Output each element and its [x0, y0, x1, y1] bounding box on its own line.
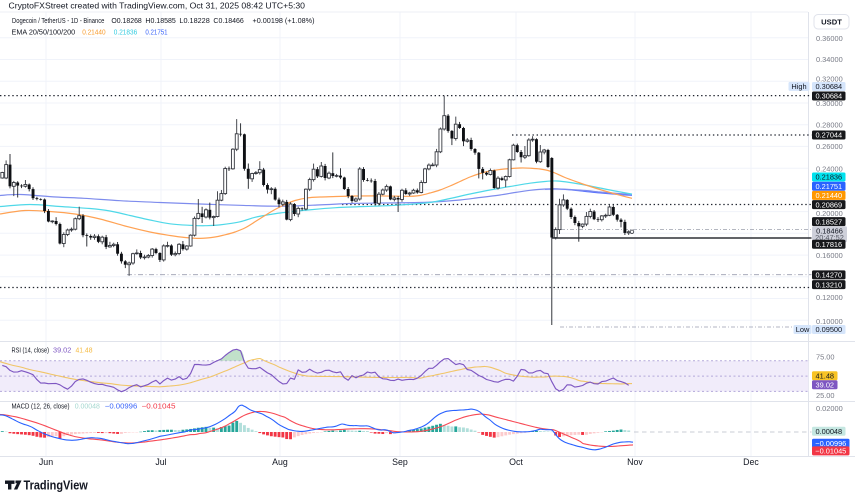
svg-text:0.28000: 0.28000	[816, 120, 843, 129]
svg-text:0.16000: 0.16000	[816, 251, 843, 260]
svg-text:−0.01045: −0.01045	[142, 401, 176, 410]
svg-text:0.26000: 0.26000	[816, 142, 843, 151]
svg-text:−0.01045: −0.01045	[815, 447, 846, 456]
svg-text:Low: Low	[796, 325, 810, 334]
svg-text:Aug: Aug	[272, 457, 288, 467]
svg-text:RSI (14, close): RSI (14, close)	[12, 345, 50, 354]
svg-text:Nov: Nov	[627, 457, 643, 467]
svg-text:TradingView: TradingView	[24, 479, 89, 493]
svg-text:−0.00996: −0.00996	[105, 401, 138, 410]
svg-text:0.30684: 0.30684	[815, 92, 842, 101]
svg-text:0.13210: 0.13210	[815, 280, 842, 289]
svg-text:Dec: Dec	[743, 457, 759, 467]
svg-text:H0.18585: H0.18585	[145, 16, 175, 25]
svg-text:0.21751: 0.21751	[145, 28, 167, 37]
svg-text:0.21836: 0.21836	[114, 28, 137, 37]
svg-text:+0.00198 (+1.08%): +0.00198 (+1.08%)	[253, 16, 315, 25]
svg-text:0.34000: 0.34000	[816, 55, 843, 64]
svg-text:0.21751: 0.21751	[815, 182, 842, 191]
svg-text:0.27044: 0.27044	[815, 131, 842, 140]
svg-text:0.21440: 0.21440	[815, 191, 842, 200]
svg-text:0.14270: 0.14270	[815, 271, 842, 280]
svg-text:39.02: 39.02	[53, 345, 71, 354]
svg-text:0.09500: 0.09500	[815, 325, 842, 334]
svg-text:USDT: USDT	[821, 18, 842, 27]
svg-text:0.21836: 0.21836	[815, 173, 842, 182]
svg-text:L0.18228: L0.18228	[179, 16, 209, 25]
svg-text:0.18466: 0.18466	[816, 226, 843, 235]
svg-text:0.30000: 0.30000	[816, 99, 843, 108]
svg-text:20:47:52: 20:47:52	[815, 233, 844, 242]
svg-text:0.21440: 0.21440	[82, 28, 105, 37]
svg-text:0.18527: 0.18527	[815, 217, 842, 226]
svg-text:MACD (12, 26, close): MACD (12, 26, close)	[12, 401, 70, 410]
svg-text:Dogecoin / TetherUS - 1D - Bin: Dogecoin / TetherUS - 1D - Binance	[12, 16, 104, 25]
svg-text:Sep: Sep	[392, 457, 408, 467]
svg-text:25.00: 25.00	[816, 391, 835, 400]
svg-text:0.30684: 0.30684	[815, 82, 842, 91]
svg-text:C0.18466: C0.18466	[213, 16, 243, 25]
svg-text:−0.00996: −0.00996	[815, 439, 846, 448]
svg-text:0.02000: 0.02000	[816, 404, 843, 413]
svg-text:0.24000: 0.24000	[816, 165, 843, 174]
svg-text:Jun: Jun	[39, 457, 53, 467]
svg-text:CryptoFXStreet created with Tr: CryptoFXStreet created with TradingView.…	[9, 0, 306, 10]
svg-text:Jul: Jul	[155, 457, 166, 467]
svg-text:0.00048: 0.00048	[815, 427, 842, 436]
svg-text:0.17816: 0.17816	[815, 240, 842, 249]
svg-text:O0.18268: O0.18268	[111, 16, 141, 25]
svg-text:0.36000: 0.36000	[816, 34, 843, 43]
svg-text:0.10000: 0.10000	[816, 317, 843, 326]
svg-text:0.32000: 0.32000	[816, 74, 843, 83]
svg-text:Oct: Oct	[509, 457, 523, 467]
svg-text:EMA 20/50/100/200: EMA 20/50/100/200	[12, 28, 76, 37]
svg-text:0.00048: 0.00048	[75, 401, 100, 410]
svg-text:41.48: 41.48	[816, 371, 835, 380]
svg-text:41.48: 41.48	[76, 345, 93, 354]
svg-text:0.20000: 0.20000	[816, 209, 843, 218]
svg-text:0.12000: 0.12000	[816, 293, 843, 302]
svg-text:39.02: 39.02	[816, 380, 835, 389]
svg-text:75.00: 75.00	[816, 353, 835, 362]
svg-text:0.20869: 0.20869	[815, 200, 842, 209]
svg-text:High: High	[791, 82, 806, 91]
